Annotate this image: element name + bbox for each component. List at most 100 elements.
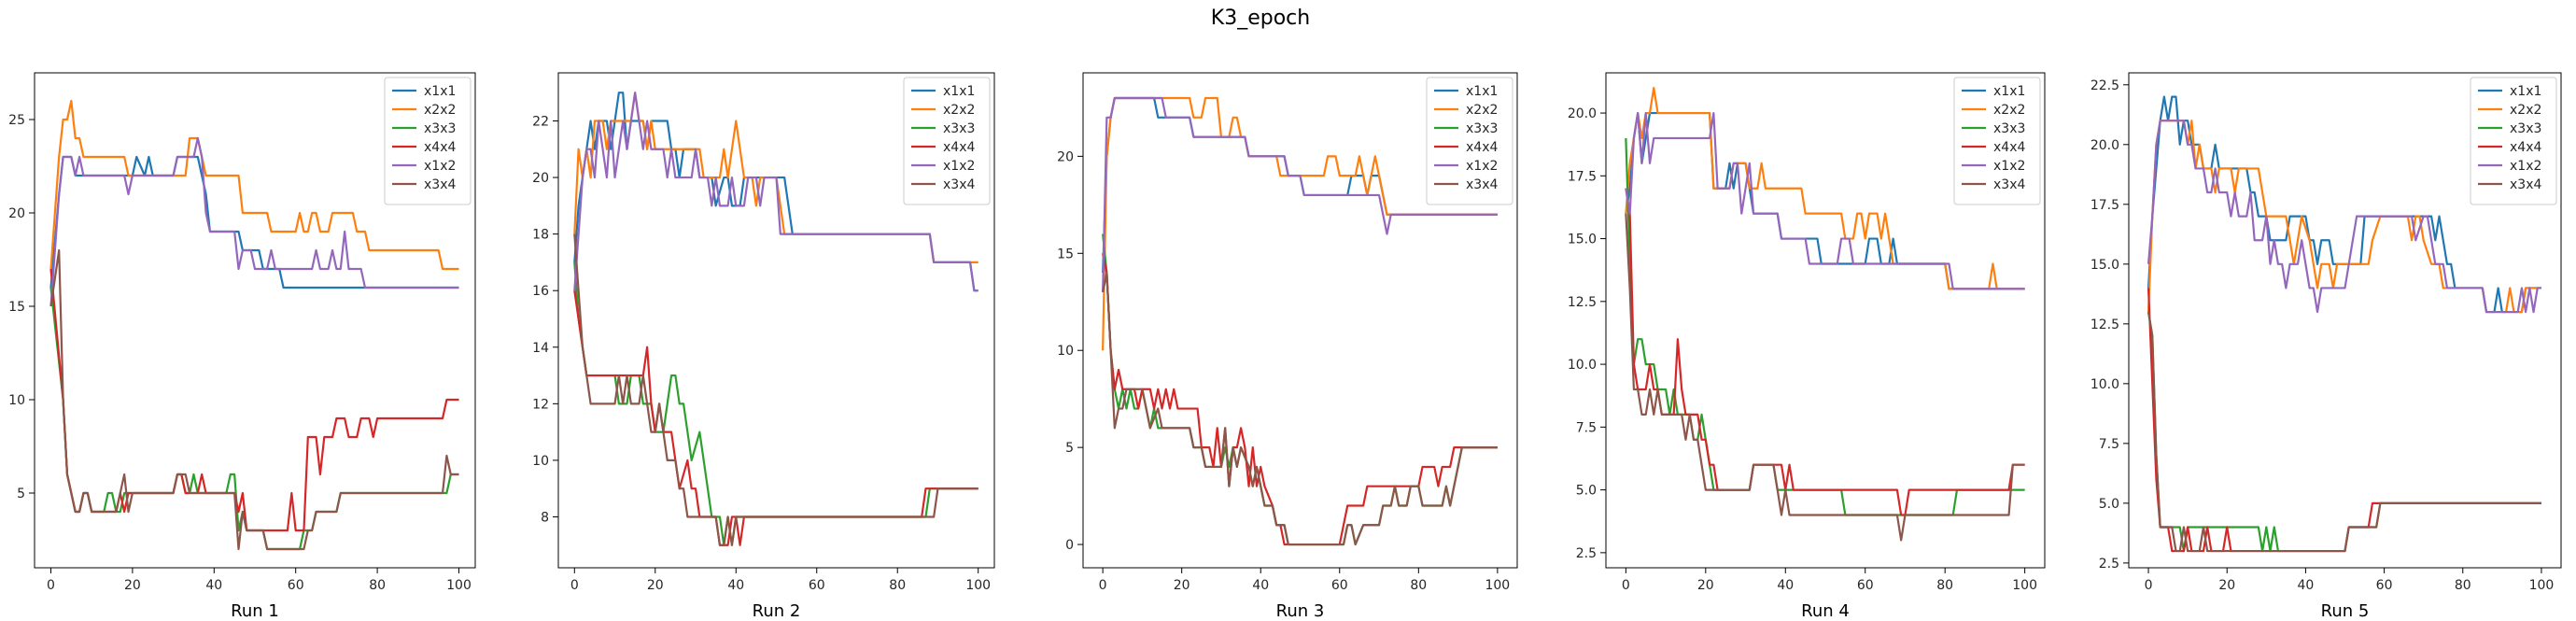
x-tick-label: 60 <box>1857 578 1874 593</box>
x-tick-label: 40 <box>1777 578 1794 593</box>
x-tick-label: 80 <box>1936 578 1953 593</box>
series-line-x3x4 <box>1102 271 1498 546</box>
x-tick-label: 40 <box>2297 578 2314 593</box>
legend-label-x4x4: x4x4 <box>424 140 456 155</box>
y-tick-label: 22 <box>532 114 549 129</box>
y-tick-label: 10 <box>8 393 25 408</box>
y-tick-label: 10.0 <box>1568 358 1597 373</box>
subplot-run-1: 0 20 40 60 80 100 5 10 15 20 25 Run 1 x1x1 x2x2 x3x3 x4… <box>8 72 476 621</box>
legend-label-x1x1: x1x1 <box>943 84 975 99</box>
x-tick-label: 20 <box>2218 578 2235 593</box>
legend-label-x3x4: x3x4 <box>1993 177 2025 192</box>
legend-label-x2x2: x2x2 <box>2510 103 2541 118</box>
x-tick-label: 60 <box>288 578 304 593</box>
series-line-x2x2 <box>1625 87 2025 290</box>
legend-label-x3x3: x3x3 <box>2510 121 2541 136</box>
x-tick-label: 40 <box>205 578 222 593</box>
figure-title: K3_epoch <box>1211 7 1310 30</box>
series-line-x1x2 <box>49 136 459 307</box>
legend-label-x1x1: x1x1 <box>424 84 456 99</box>
y-tick-label: 17.5 <box>2090 198 2119 213</box>
y-tick-label: 12.5 <box>1568 295 1597 310</box>
axes-frame <box>557 72 995 569</box>
legend-label-x2x2: x2x2 <box>1466 103 1498 118</box>
x-axis-label: Run 5 <box>2321 601 2370 621</box>
y-tick-label: 2.5 <box>1576 546 1597 561</box>
x-tick-label: 0 <box>47 578 55 593</box>
series-line-x1x2 <box>2147 120 2541 314</box>
y-tick-label: 20.0 <box>1568 106 1597 121</box>
series-line-x2x2 <box>2147 120 2541 314</box>
legend-label-x4x4: x4x4 <box>943 140 975 155</box>
x-tick-label: 20 <box>1174 578 1190 593</box>
x-tick-label: 20 <box>124 578 141 593</box>
legend-label-x1x1: x1x1 <box>1993 84 2025 99</box>
legend: x1x1 x2x2 x3x3 x4x4 x1x2 x3x4 <box>1426 77 1513 205</box>
axes-frame <box>2128 72 2562 569</box>
x-tick-label: 100 <box>1485 578 1510 593</box>
y-tick-label: 20.0 <box>2090 138 2119 153</box>
x-tick-label: 80 <box>889 578 906 593</box>
y-tick-label: 18 <box>532 228 549 243</box>
y-tick-label: 12 <box>532 397 549 412</box>
legend-label-x4x4: x4x4 <box>2510 140 2541 155</box>
y-tick-label: 15 <box>8 300 25 315</box>
x-tick-label: 100 <box>2529 578 2555 593</box>
legend-label-x3x3: x3x3 <box>943 121 975 136</box>
x-tick-label: 60 <box>809 578 825 593</box>
legend-label-x1x2: x1x2 <box>2510 159 2541 174</box>
legend-label-x1x2: x1x2 <box>1993 159 2025 174</box>
y-tick-label: 15.0 <box>1568 233 1597 247</box>
y-tick-label: 10.0 <box>2090 377 2119 392</box>
y-tick-label: 20 <box>1057 149 1074 164</box>
y-tick-label: 10 <box>1057 344 1074 359</box>
legend-label-x1x1: x1x1 <box>2510 84 2541 99</box>
x-tick-label: 80 <box>2455 578 2471 593</box>
x-tick-label: 20 <box>1697 578 1714 593</box>
legend-label-x1x2: x1x2 <box>943 159 975 174</box>
legend-label-x3x4: x3x4 <box>424 177 456 192</box>
y-tick-label: 16 <box>532 284 549 299</box>
x-tick-label: 60 <box>1331 578 1348 593</box>
legend-label-x3x3: x3x3 <box>424 121 456 136</box>
y-tick-label: 20 <box>8 206 25 221</box>
axes-frame <box>34 72 476 569</box>
y-tick-label: 2.5 <box>2099 557 2119 572</box>
y-tick-label: 5 <box>17 487 25 501</box>
legend-label-x1x1: x1x1 <box>1466 84 1498 99</box>
legend-label-x3x3: x3x3 <box>1466 121 1498 136</box>
axes-frame <box>1605 72 2046 569</box>
y-tick-label: 7.5 <box>2099 437 2119 452</box>
series-line-x3x4 <box>2147 311 2541 553</box>
legend-label-x3x4: x3x4 <box>1466 177 1498 192</box>
series-line-x3x4 <box>573 233 978 546</box>
legend: x1x1 x2x2 x3x3 x4x4 x1x2 x3x4 <box>384 77 472 205</box>
legend-label-x1x2: x1x2 <box>1466 159 1498 174</box>
series-line-x3x4 <box>1625 213 2025 542</box>
y-tick-label: 15.0 <box>2090 258 2119 273</box>
series-line-x1x2 <box>1625 111 2025 290</box>
x-axis-label: Run 2 <box>753 601 801 621</box>
x-tick-label: 40 <box>1252 578 1269 593</box>
y-tick-label: 22.5 <box>2090 78 2119 93</box>
y-tick-label: 7.5 <box>1576 420 1597 435</box>
y-tick-label: 20 <box>532 171 549 186</box>
legend: x1x1 x2x2 x3x3 x4x4 x1x2 x3x4 <box>2470 77 2557 205</box>
series-line-x1x2 <box>1102 96 1498 292</box>
legend-label-x3x4: x3x4 <box>943 177 975 192</box>
legend-label-x2x2: x2x2 <box>1993 103 2025 118</box>
y-tick-label: 8 <box>541 510 549 525</box>
subplot-run-5: 0 20 40 60 80 100 2.5 5.0 7.5 10.0 12.5 15.0 17.5 20.… <box>2090 72 2562 621</box>
series-line-x3x4 <box>49 248 459 551</box>
axes-frame <box>1082 72 1518 569</box>
series-line-x2x2 <box>49 99 459 271</box>
y-tick-label: 15 <box>1057 247 1074 261</box>
x-tick-label: 80 <box>369 578 386 593</box>
legend-label-x4x4: x4x4 <box>1466 140 1498 155</box>
legend: x1x1 x2x2 x3x3 x4x4 x1x2 x3x4 <box>1953 77 2041 205</box>
x-axis-label: Run 1 <box>231 601 279 621</box>
x-tick-label: 80 <box>1410 578 1427 593</box>
y-tick-label: 25 <box>8 113 25 128</box>
y-tick-label: 5 <box>1065 441 1074 456</box>
